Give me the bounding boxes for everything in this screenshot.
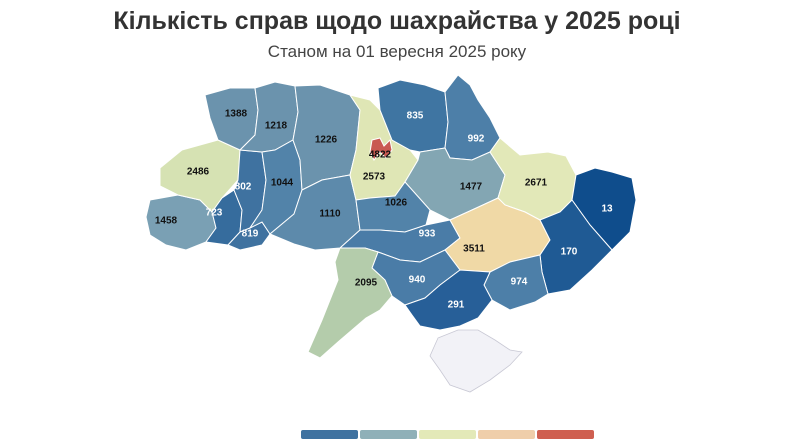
value-label-rivne: 1218 — [265, 121, 288, 132]
value-label-zaporizhzhia: 974 — [511, 277, 528, 288]
value-label-luhansk: 13 — [601, 204, 613, 215]
legend-swatch-5 — [537, 430, 594, 439]
region-odesa[interactable] — [307, 247, 393, 359]
color-scale-legend — [301, 430, 594, 439]
value-label-ivano-frankivsk: 723 — [206, 208, 223, 219]
legend-swatch-4 — [478, 430, 535, 439]
map-title: Кількість справ щодо шахрайства у 2025 р… — [113, 7, 681, 35]
region-kherson[interactable] — [404, 269, 493, 331]
value-label-kyiv-oblast: 2573 — [363, 172, 386, 183]
value-label-kherson: 291 — [448, 300, 465, 311]
value-label-mykolaiv: 940 — [409, 275, 426, 286]
region-donetsk[interactable] — [539, 199, 613, 295]
region-crimea[interactable] — [429, 329, 523, 393]
value-label-vinnytsia: 1110 — [319, 209, 341, 220]
value-label-cherkasy: 1026 — [385, 198, 408, 209]
value-label-zakarpattia: 1458 — [155, 216, 178, 227]
legend-swatch-3 — [419, 430, 476, 439]
legend-swatch-1 — [301, 430, 358, 439]
map-subtitle: Станом на 01 вересня 2025 року — [267, 42, 527, 61]
region-sumy[interactable] — [444, 74, 501, 161]
value-label-chernihiv: 835 — [407, 111, 424, 122]
value-label-sumy: 992 — [468, 134, 485, 145]
value-label-kharkiv: 2671 — [525, 178, 548, 189]
value-label-poltava: 1477 — [460, 182, 483, 193]
value-label-dnipropetrovsk: 3511 — [463, 244, 485, 255]
value-label-zhytomyr: 1226 — [315, 135, 338, 146]
value-label-donetsk: 170 — [561, 247, 578, 258]
value-label-odesa: 2095 — [355, 278, 378, 289]
value-label-ternopil: 802 — [235, 182, 252, 193]
value-label-kirovohrad: 933 — [419, 229, 436, 240]
value-label-chernivtsi: 819 — [242, 229, 259, 240]
region-kyiv-city[interactable] — [369, 137, 393, 161]
value-label-kyiv-city: 4822 — [369, 150, 392, 161]
value-label-lviv: 2486 — [187, 167, 210, 178]
value-label-volyn: 1388 — [225, 109, 248, 120]
legend-swatch-2 — [360, 430, 417, 439]
value-label-khmelnytskyi: 1044 — [271, 178, 294, 189]
